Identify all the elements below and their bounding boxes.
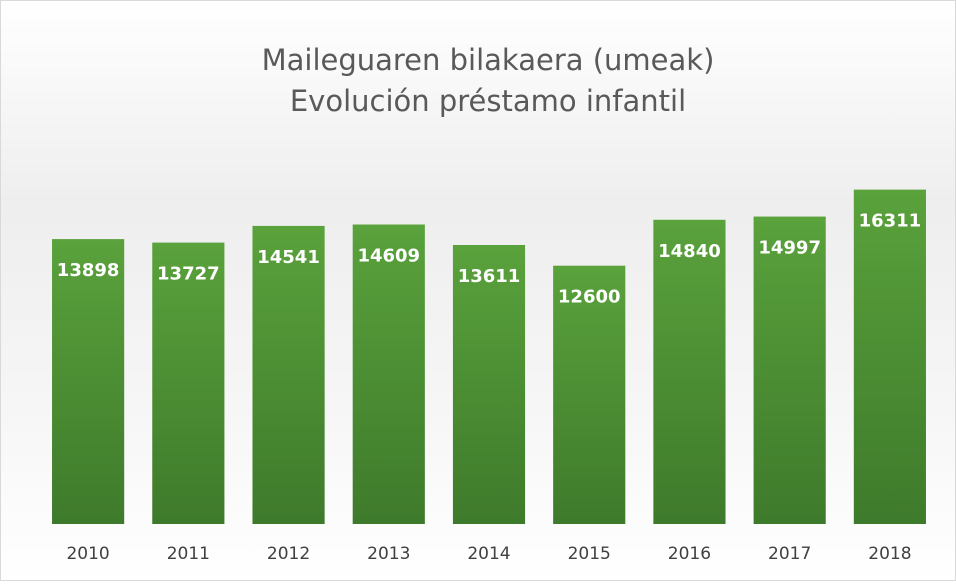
data-label: 14840 <box>658 241 721 262</box>
data-label: 13727 <box>157 264 220 285</box>
bar <box>152 242 225 524</box>
x-tick-label: 2011 <box>167 544 210 564</box>
data-label: 14997 <box>758 238 821 259</box>
bar <box>653 219 726 524</box>
data-label: 16311 <box>859 211 922 232</box>
x-tick-label: 2012 <box>267 544 310 564</box>
x-tick-label: 2015 <box>568 544 611 564</box>
x-tick-label: 2010 <box>66 544 109 564</box>
x-tick-label: 2014 <box>467 544 510 564</box>
chart-title: Maileguaren bilakaera (umeak) <box>262 43 715 77</box>
chart-subtitle: Evolución préstamo infantil <box>290 84 686 118</box>
data-label: 13611 <box>458 266 521 287</box>
bar <box>553 265 626 524</box>
bar <box>52 239 125 524</box>
bar <box>252 225 325 525</box>
bar <box>853 189 926 524</box>
bar <box>352 224 425 524</box>
bar <box>753 216 826 524</box>
x-tick-label: 2016 <box>668 544 711 564</box>
x-tick-label: 2013 <box>367 544 410 564</box>
bar <box>452 244 526 525</box>
data-label: 12600 <box>558 287 621 308</box>
data-label: 13898 <box>57 260 120 281</box>
data-label: 14609 <box>357 246 420 267</box>
data-label: 14541 <box>257 247 320 268</box>
x-tick-label: 2018 <box>868 544 911 564</box>
x-tick-label: 2017 <box>768 544 811 564</box>
